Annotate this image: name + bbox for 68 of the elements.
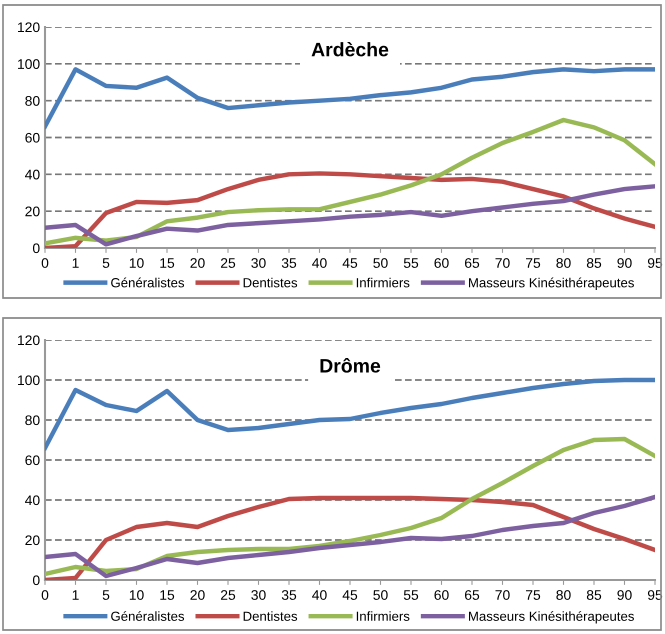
legend-label: Masseurs Kinésithérapeutes (469, 278, 634, 290)
x-tick-label: 40 (312, 590, 327, 600)
x-tick-label: 10 (130, 590, 144, 600)
y-tick-label: 120 (18, 335, 40, 346)
x-tick-label: 20 (190, 590, 205, 600)
x-tick-label: 70 (495, 258, 510, 268)
line-series (45, 184, 655, 247)
x-tick-label: 1 (72, 258, 79, 268)
x-tick-label: 50 (373, 258, 388, 268)
x-tick-label: 25 (220, 258, 236, 268)
x-tick-label: 10 (130, 258, 144, 268)
x-tick-label: 45 (342, 590, 358, 600)
x-tick-label: 90 (617, 590, 632, 600)
x-tick-label: 1 (72, 590, 79, 600)
line-series (45, 118, 655, 246)
x-tick-label: 80 (556, 258, 571, 268)
x-tick-label: 75 (526, 590, 540, 600)
x-tick-label: 70 (495, 590, 510, 600)
x-tick-label: 65 (464, 258, 480, 268)
y-tick-label: 40 (25, 495, 40, 506)
x-tick-label: 90 (617, 258, 632, 268)
line-series (45, 67, 655, 129)
x-tick-label: 55 (404, 590, 418, 600)
y-tick-label: 60 (25, 455, 40, 466)
x-tick-label: 5 (102, 258, 110, 268)
y-tick-label: 80 (25, 96, 40, 106)
y-tick-label: 100 (18, 59, 40, 70)
x-tick-label: 80 (556, 590, 571, 600)
y-tick-label: 100 (18, 375, 40, 386)
y-tick-label: 80 (25, 415, 40, 426)
legend-label: Infirmiers (356, 611, 410, 621)
x-tick-label: 65 (464, 590, 480, 600)
x-tick-label: 55 (404, 258, 418, 268)
x-tick-label: 5 (102, 590, 110, 600)
legend-label: Dentistes (244, 611, 298, 621)
x-tick-label: 20 (190, 258, 205, 268)
legend-label: Généralistes (111, 278, 184, 288)
x-tick-label: 0 (42, 590, 48, 600)
legend-label: Infirmiers (356, 278, 410, 288)
y-tick-label: 120 (18, 22, 40, 32)
legend-label: Généralistes (111, 611, 184, 621)
x-tick-label: 45 (342, 258, 358, 268)
y-tick-label: 40 (25, 170, 40, 180)
x-tick-label: 50 (373, 590, 388, 600)
x-tick-label: 25 (220, 590, 236, 600)
x-tick-label: 30 (251, 258, 266, 268)
line-series (45, 378, 655, 450)
x-tick-label: 85 (586, 590, 602, 600)
x-tick-label: 40 (312, 258, 327, 268)
legend-label: Dentistes (244, 278, 298, 288)
y-tick-label: 20 (25, 206, 40, 216)
y-tick-label: 60 (25, 132, 40, 143)
x-tick-label: 35 (282, 590, 296, 600)
y-tick-label: 0 (32, 243, 40, 254)
x-tick-label: 75 (526, 258, 540, 268)
text: Ardèche (312, 42, 388, 56)
x-tick-label: 15 (160, 258, 174, 268)
x-tick-label: 60 (434, 258, 449, 268)
x-tick-label: 60 (434, 590, 449, 600)
legend-label: Masseurs Kinésithérapeutes (469, 611, 634, 624)
x-tick-label: 35 (282, 258, 296, 268)
x-tick-label: 0 (42, 258, 48, 268)
x-tick-label: 15 (160, 590, 174, 600)
x-tick-label: 30 (251, 590, 266, 600)
x-tick-label: 85 (586, 258, 602, 268)
y-tick-label: 20 (25, 535, 40, 546)
text: Drôme (320, 358, 380, 373)
y-tick-label: 0 (32, 575, 40, 586)
